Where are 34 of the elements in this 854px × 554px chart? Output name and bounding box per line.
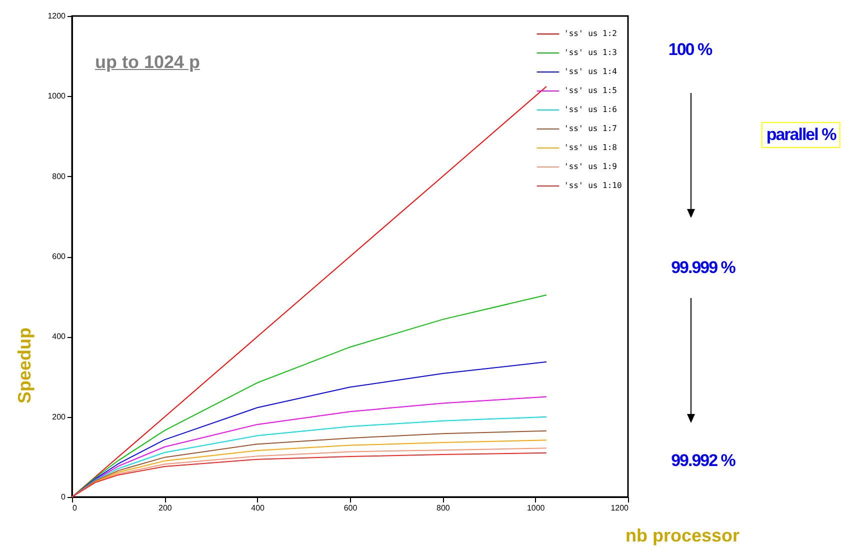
x-tick-label: 1000 — [526, 504, 546, 512]
y-tick-label: 1200 — [48, 12, 66, 20]
x-axis-title: nb processor — [626, 526, 740, 546]
text: 100 % — [668, 40, 712, 60]
text: up to 1024 p — [95, 52, 200, 73]
y-tick-label: 600 — [52, 252, 66, 261]
x-tick-label: 0 — [72, 504, 78, 512]
x-tick-label: 1200 — [610, 504, 630, 512]
x-tick-label: 200 — [158, 504, 172, 512]
y-axis-title: Speedup — [14, 327, 34, 404]
x-tick-label: 800 — [436, 504, 450, 512]
line-series — [72, 294, 547, 498]
line-series — [72, 361, 547, 498]
legend-label: 'ss' us 1:4 — [564, 67, 618, 76]
legend-label: 'ss' us 1:8 — [564, 143, 618, 152]
line-series — [72, 86, 547, 498]
y-tick-label: 1000 — [48, 92, 66, 101]
y-tick-label: 0 — [61, 492, 66, 502]
y-tick-label: 400 — [52, 332, 66, 342]
x-tick-label: 600 — [344, 504, 358, 512]
legend-label: 'ss' us 1:10 — [564, 181, 622, 190]
legend-label: 'ss' us 1:3 — [564, 48, 618, 57]
text: parallel % — [761, 122, 841, 148]
x-tick-label: 400 — [251, 504, 266, 512]
legend-label: 'ss' us 1:6 — [564, 105, 618, 114]
y-tick-label: 200 — [52, 412, 66, 422]
legend-label: 'ss' us 1:7 — [564, 124, 618, 133]
legend-label: 'ss' us 1:5 — [564, 86, 618, 95]
text: 99.992 % — [671, 451, 735, 471]
y-tick-label: 800 — [52, 172, 66, 181]
line-series — [72, 416, 547, 498]
text: 99.999 % — [671, 258, 735, 278]
legend-label: 'ss' us 1:9 — [564, 162, 618, 171]
legend-label: 'ss' us 1:2 — [564, 29, 618, 38]
